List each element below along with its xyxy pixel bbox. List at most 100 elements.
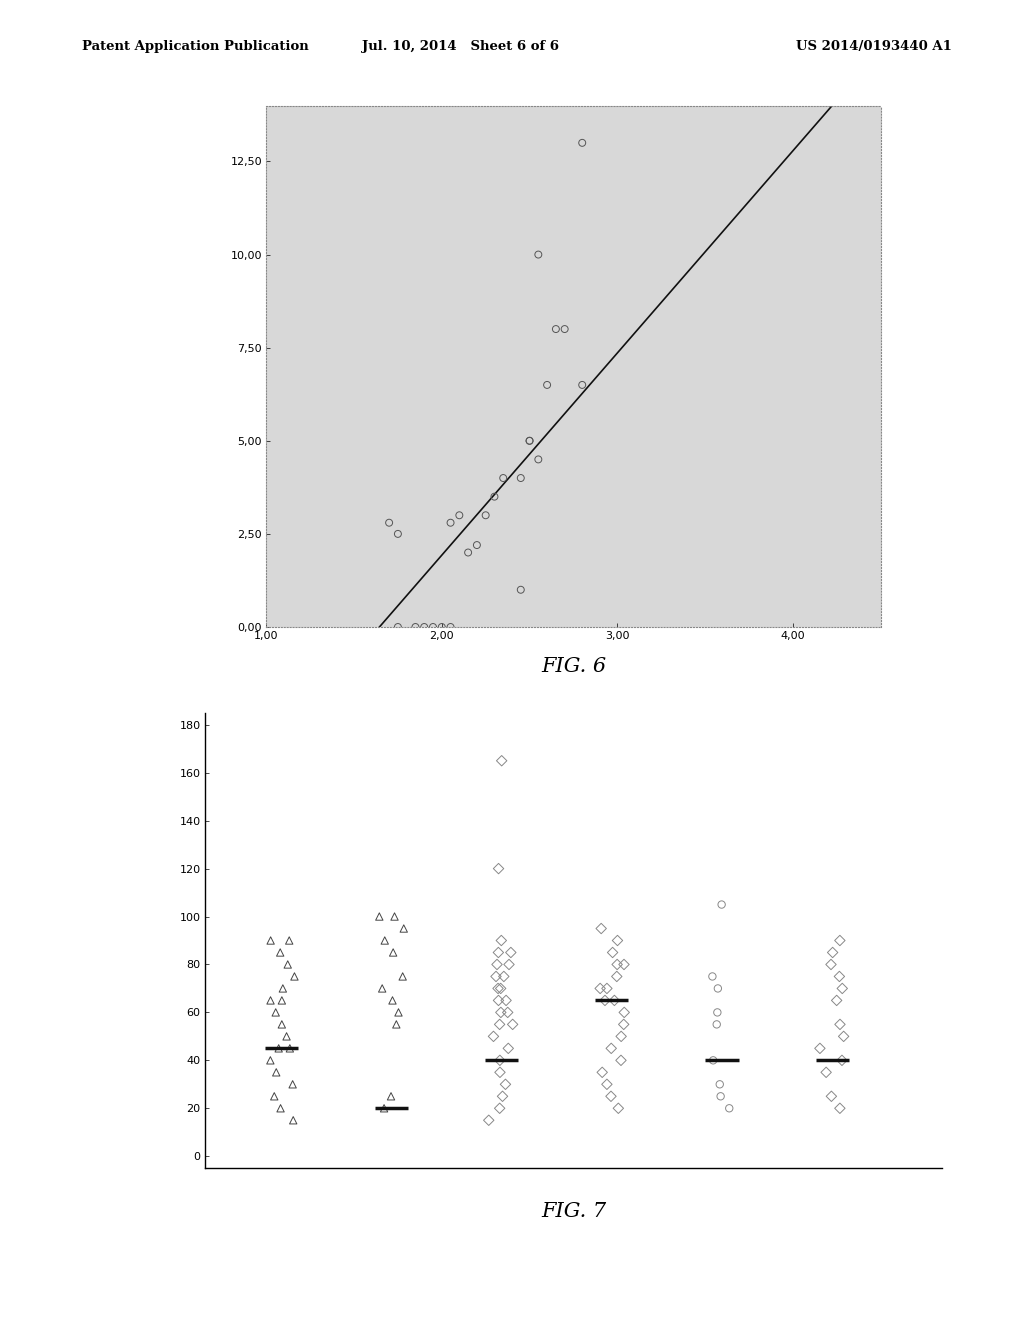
Point: [268, 1061, 285, 1082]
Point: [548, 318, 564, 339]
Point: [831, 929, 848, 950]
Point: [574, 375, 591, 396]
Point: [599, 1073, 615, 1094]
Point: [592, 978, 608, 999]
Point: [486, 486, 503, 507]
Point: [383, 1086, 399, 1107]
Point: [442, 512, 459, 533]
Point: [480, 1110, 497, 1131]
Text: FIG. 7: FIG. 7: [541, 1203, 606, 1221]
Point: [494, 750, 510, 771]
Point: [492, 1049, 508, 1071]
Point: [721, 1098, 737, 1119]
Point: [609, 929, 626, 950]
Point: [493, 1002, 509, 1023]
Point: [521, 430, 538, 451]
Point: [279, 1026, 295, 1047]
Point: [282, 1038, 298, 1059]
Point: [498, 990, 514, 1011]
Point: [287, 966, 303, 987]
Point: [490, 942, 507, 964]
Point: [501, 954, 517, 975]
Point: [381, 512, 397, 533]
Point: [609, 954, 626, 975]
Point: [267, 1002, 284, 1023]
Point: [599, 978, 615, 999]
Point: [824, 942, 841, 964]
Point: [828, 990, 845, 1011]
Point: [530, 244, 547, 265]
Point: [712, 1073, 728, 1094]
Point: [377, 929, 393, 950]
Point: [831, 966, 848, 987]
Text: FIG. 6: FIG. 6: [541, 657, 606, 676]
Point: [823, 954, 840, 975]
Point: [494, 929, 510, 950]
Text: US 2014/0193440 A1: US 2014/0193440 A1: [797, 40, 952, 53]
Point: [500, 1002, 516, 1023]
Point: [388, 1014, 404, 1035]
Point: [395, 917, 412, 939]
Point: [613, 1026, 630, 1047]
Point: [603, 1086, 620, 1107]
Point: [262, 1049, 279, 1071]
Point: [606, 990, 623, 1011]
Point: [272, 942, 289, 964]
Point: [836, 1026, 852, 1047]
Point: [425, 616, 441, 638]
Point: [374, 978, 390, 999]
Point: [272, 1098, 289, 1119]
Point: [521, 430, 538, 451]
Point: [442, 616, 459, 638]
Point: [505, 1014, 521, 1035]
Point: [273, 990, 290, 1011]
Point: [490, 858, 507, 879]
Point: [416, 616, 432, 638]
Point: [530, 449, 547, 470]
Point: [493, 978, 509, 999]
Point: [390, 616, 407, 638]
Point: [604, 942, 621, 964]
Point: [485, 1026, 502, 1047]
Point: [498, 1073, 514, 1094]
Point: [709, 1014, 725, 1035]
Point: [489, 978, 506, 999]
Point: [495, 1086, 511, 1107]
Point: [376, 1098, 392, 1119]
Point: [705, 966, 721, 987]
Point: [513, 467, 529, 488]
Point: [594, 1061, 610, 1082]
Point: [500, 1038, 516, 1059]
Point: [616, 1002, 633, 1023]
Point: [539, 375, 555, 396]
Point: [615, 954, 632, 975]
Point: [394, 966, 411, 987]
Point: [513, 579, 529, 601]
Point: [386, 906, 402, 927]
Point: [495, 467, 511, 488]
Point: [273, 1014, 290, 1035]
Point: [823, 1086, 840, 1107]
Point: [574, 132, 591, 153]
Point: [831, 1014, 848, 1035]
Point: [384, 990, 400, 1011]
Point: [835, 978, 851, 999]
Point: [492, 1061, 508, 1082]
Point: [270, 1038, 287, 1059]
Point: [469, 535, 485, 556]
Point: [710, 1002, 726, 1023]
Point: [556, 318, 572, 339]
Point: [503, 942, 519, 964]
Point: [433, 616, 450, 638]
Point: [713, 1086, 729, 1107]
Point: [490, 990, 507, 1011]
Point: [612, 1049, 629, 1071]
Point: [390, 1002, 407, 1023]
Point: [831, 1098, 848, 1119]
Point: [452, 504, 468, 525]
Point: [492, 1014, 508, 1035]
Point: [487, 966, 504, 987]
Point: [285, 1073, 301, 1094]
Point: [496, 966, 512, 987]
Point: [285, 1110, 301, 1131]
